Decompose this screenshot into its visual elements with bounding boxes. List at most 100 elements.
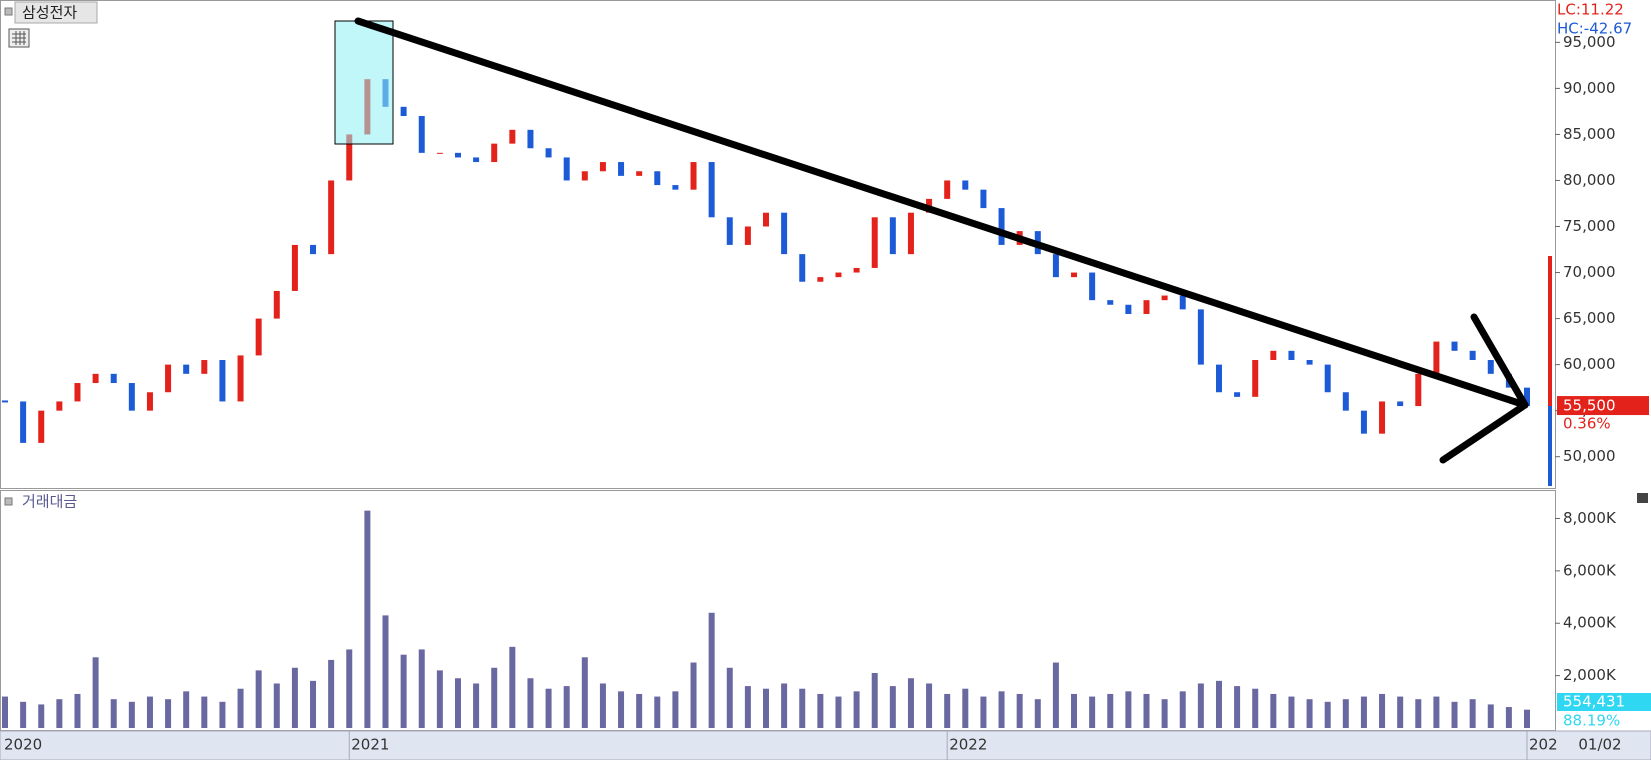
volume-bar: [418, 649, 425, 728]
volume-bar: [128, 701, 135, 728]
price-title: 삼성전자: [22, 4, 77, 22]
candle: [1107, 300, 1114, 305]
volume-bar: [817, 693, 824, 728]
volume-bar: [56, 699, 63, 728]
volume-bar: [1052, 662, 1059, 728]
volume-bar: [1016, 693, 1023, 728]
candle: [454, 152, 461, 158]
volume-bar: [618, 691, 625, 728]
panel-icon[interactable]: [4, 497, 13, 506]
volume-bar: [436, 670, 443, 728]
y-tick-label: 50,000: [1563, 447, 1616, 465]
volume-bar: [310, 680, 317, 728]
trend-arrow: [354, 17, 1529, 464]
volume-bar: [636, 693, 643, 728]
candle: [907, 212, 914, 255]
close-button[interactable]: [1637, 493, 1648, 503]
volume-bar: [1360, 696, 1367, 728]
volume-bar: [1306, 699, 1313, 728]
candle: [1306, 360, 1313, 365]
volume-bar: [364, 510, 371, 728]
volume-bar: [1161, 699, 1168, 728]
volume-bar: [763, 688, 769, 728]
candle: [1215, 364, 1222, 393]
change-label: 0.36%: [1563, 415, 1611, 433]
candle: [889, 217, 896, 255]
volume-bar: [400, 654, 407, 728]
panel-icon[interactable]: [4, 7, 13, 16]
candle: [400, 106, 407, 117]
y-tick-label: 70,000: [1563, 263, 1616, 281]
volume-bar: [871, 673, 878, 728]
volume-bar: [219, 701, 226, 728]
volume-bar: [926, 683, 933, 728]
volume-bar: [799, 688, 806, 728]
candle: [1524, 387, 1530, 407]
candle: [418, 116, 425, 153]
candle: [563, 157, 570, 181]
candle: [1071, 272, 1078, 278]
volume-bar: [454, 678, 461, 728]
volume-last-box: [1557, 693, 1651, 711]
candle: [1288, 350, 1295, 361]
volume-bar: [110, 699, 117, 728]
volume-bar: [74, 693, 81, 728]
volume-bar: [201, 696, 208, 728]
volume-bar: [237, 688, 244, 728]
candle: [237, 355, 244, 402]
volume-bar: [1125, 691, 1132, 728]
volume-bar: [92, 657, 99, 728]
candle: [509, 129, 516, 144]
candle: [1379, 401, 1386, 434]
candle: [1197, 309, 1204, 365]
candle: [1125, 304, 1132, 314]
volume-bar: [1089, 696, 1096, 728]
candle: [527, 129, 534, 149]
candle: [219, 360, 226, 402]
candle: [436, 152, 443, 154]
volume-bar: [1397, 696, 1404, 728]
candle: [1161, 295, 1168, 301]
candle: [1252, 360, 1259, 397]
candle: [1052, 254, 1059, 278]
volume-bar: [473, 683, 480, 728]
volume-bar: [382, 615, 389, 728]
volume-bar: [491, 667, 498, 728]
range-bar-down: [1548, 406, 1552, 486]
candle: [763, 212, 769, 227]
volume-bar: [708, 612, 715, 728]
volume-bar: [907, 678, 914, 728]
volume-bar: [346, 649, 353, 728]
candle: [1324, 364, 1331, 393]
title-box[interactable]: [14, 1, 98, 24]
candle: [1415, 373, 1422, 407]
y-tick-label: 6,000K: [1563, 561, 1617, 579]
volume-bar: [563, 686, 570, 728]
candle: [473, 157, 480, 163]
candle: [744, 226, 751, 245]
candle: [944, 180, 951, 199]
range-bar-up: [1548, 256, 1552, 406]
volume-bar: [255, 670, 262, 728]
volume-bar: [1215, 680, 1222, 728]
volume-bar: [744, 686, 751, 728]
candle: [545, 148, 552, 158]
candle: [636, 171, 643, 176]
candle: [491, 143, 498, 163]
y-tick-label: 65,000: [1563, 309, 1616, 327]
highlight-box: [334, 20, 394, 145]
candle: [581, 171, 588, 181]
candle: [1089, 272, 1096, 301]
volume-bar: [291, 667, 298, 728]
volume-bar: [998, 691, 1005, 728]
hc-label: HC:-42.67: [1557, 20, 1632, 38]
volume-bar: [690, 662, 697, 728]
volume-bar: [1524, 709, 1530, 728]
candle: [871, 217, 878, 268]
last-price-label: 55,500: [1563, 397, 1616, 415]
volume-bar: [20, 701, 27, 728]
volume-bar: [1415, 699, 1422, 728]
candle: [165, 364, 172, 393]
volume-bar: [599, 683, 606, 728]
candle: [1487, 360, 1494, 374]
